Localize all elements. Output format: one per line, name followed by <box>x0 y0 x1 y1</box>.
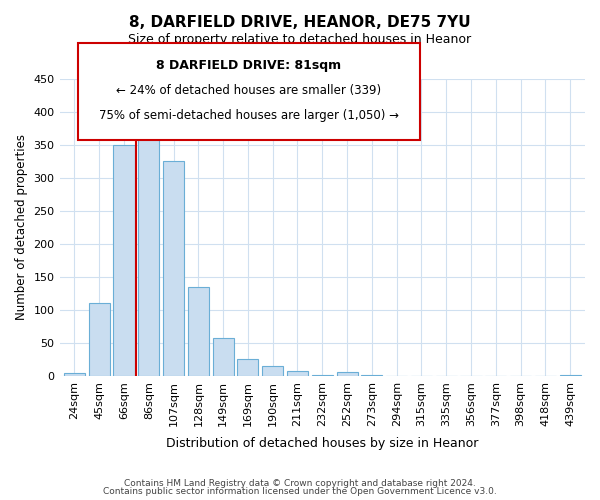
Bar <box>238 360 259 376</box>
Bar <box>337 372 358 376</box>
Bar <box>361 375 382 376</box>
Text: 75% of semi-detached houses are larger (1,050) →: 75% of semi-detached houses are larger (… <box>99 109 399 122</box>
Bar <box>64 372 85 376</box>
Bar <box>163 162 184 376</box>
Bar <box>212 338 233 376</box>
Bar <box>262 366 283 376</box>
Bar <box>188 287 209 376</box>
Text: Contains public sector information licensed under the Open Government Licence v3: Contains public sector information licen… <box>103 487 497 496</box>
Text: 8 DARFIELD DRIVE: 81sqm: 8 DARFIELD DRIVE: 81sqm <box>157 59 341 72</box>
Bar <box>138 128 160 376</box>
X-axis label: Distribution of detached houses by size in Heanor: Distribution of detached houses by size … <box>166 437 478 450</box>
Text: 8, DARFIELD DRIVE, HEANOR, DE75 7YU: 8, DARFIELD DRIVE, HEANOR, DE75 7YU <box>129 15 471 30</box>
Bar <box>312 374 333 376</box>
Bar <box>89 304 110 376</box>
Text: Size of property relative to detached houses in Heanor: Size of property relative to detached ho… <box>128 32 472 46</box>
Text: Contains HM Land Registry data © Crown copyright and database right 2024.: Contains HM Land Registry data © Crown c… <box>124 478 476 488</box>
Bar <box>113 145 134 376</box>
Bar <box>287 372 308 376</box>
Y-axis label: Number of detached properties: Number of detached properties <box>15 134 28 320</box>
Text: ← 24% of detached houses are smaller (339): ← 24% of detached houses are smaller (33… <box>116 84 382 97</box>
Bar <box>560 374 581 376</box>
